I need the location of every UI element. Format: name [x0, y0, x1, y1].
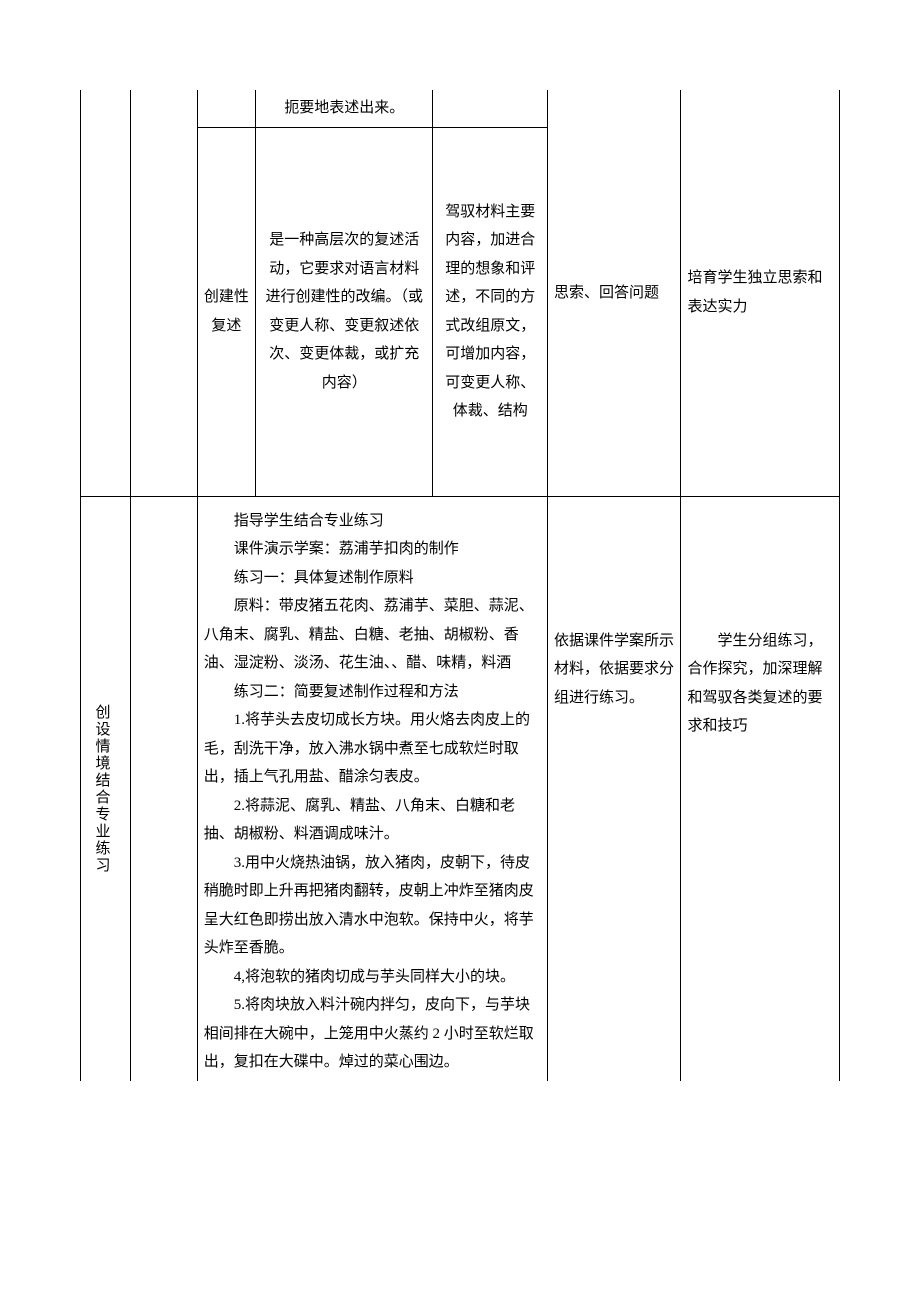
cell-r2-c2b: 创建性复述: [197, 127, 255, 496]
cell-r1-c1: [81, 90, 131, 496]
body-line-8: 4,将泡软的猪肉切成与芋头同样大小的块。: [204, 963, 541, 992]
cell-r3-body: 指导学生结合专业练习 课件演示学案：荔浦芋扣肉的制作 练习一：具体复述制作原料 …: [197, 496, 547, 1081]
cell-r12-c6: 培育学生独立思索和表达实力: [681, 90, 840, 496]
body-line-3: 原料：带皮猪五花肉、荔浦芋、菜胆、蒜泥、八角末、腐乳、精盐、白糖、老抽、胡椒粉、…: [204, 592, 541, 678]
row-3: 创设情境结合专业练习 指导学生结合专业练习 课件演示学案：荔浦芋扣肉的制作 练习…: [81, 496, 840, 1081]
cell-r2-c4: 驾驭材料主要内容，加进合理的想象和评述，不同的方式改组原文，可增加内容，可变更人…: [433, 127, 548, 496]
body-line-2: 练习一：具体复述制作原料: [204, 564, 541, 593]
cell-r1-c2b: [197, 90, 255, 127]
cell-r2-c3: 是一种高层次的复述活动，它要求对语言材料进行创建性的改编。（或变更人称、变更叙述…: [256, 127, 433, 496]
body-line-1: 课件演示学案：荔浦芋扣肉的制作: [204, 535, 541, 564]
cell-r12-c5: 思索、回答问题: [548, 90, 681, 496]
cell-r3-c6: 学生分组练习，合作探究，加深理解和驾驭各类复述的要求和技巧: [681, 496, 840, 1081]
cell-r3-c1: 创设情境结合专业练习: [81, 496, 131, 1081]
body-line-4: 练习二：简要复述制作过程和方法: [204, 678, 541, 707]
body-line-0: 指导学生结合专业练习: [204, 507, 541, 536]
cell-r1-c3: 扼要地表述出来。: [256, 90, 433, 127]
body-line-9: 5.将肉块放入料汁碗内拌匀，皮向下，与芋块相间排在大碗中，上笼用中火蒸约 2 小…: [204, 991, 541, 1077]
cell-r3-c5: 依据课件学案所示材料，依据要求分组进行练习。: [548, 496, 681, 1081]
section2-label: 创设情境结合专业练习: [87, 704, 116, 874]
cell-r1-c2a: [131, 90, 198, 496]
body-line-6: 2.将蒜泥、腐乳、精盐、八角末、白糖和老抽、胡椒粉、料酒调成味汁。: [204, 792, 541, 849]
cell-r3-c2a: [131, 496, 198, 1081]
body-line-5: 1.将芋头去皮切成长方块。用火烙去肉皮上的毛，刮洗干净，放入沸水锅中煮至七成软烂…: [204, 706, 541, 792]
body-line-7: 3.用中火烧热油锅，放入猪肉，皮朝下，待皮稍脆时即上升再把猪肉翻转，皮朝上冲炸至…: [204, 849, 541, 963]
page: 扼要地表述出来。 思索、回答问题 培育学生独立思索和表达实力 创建性复述 是一种…: [0, 0, 920, 1301]
cell-r1-c4: [433, 90, 548, 127]
main-table: 扼要地表述出来。 思索、回答问题 培育学生独立思索和表达实力 创建性复述 是一种…: [80, 90, 840, 1081]
row-1: 扼要地表述出来。 思索、回答问题 培育学生独立思索和表达实力: [81, 90, 840, 127]
